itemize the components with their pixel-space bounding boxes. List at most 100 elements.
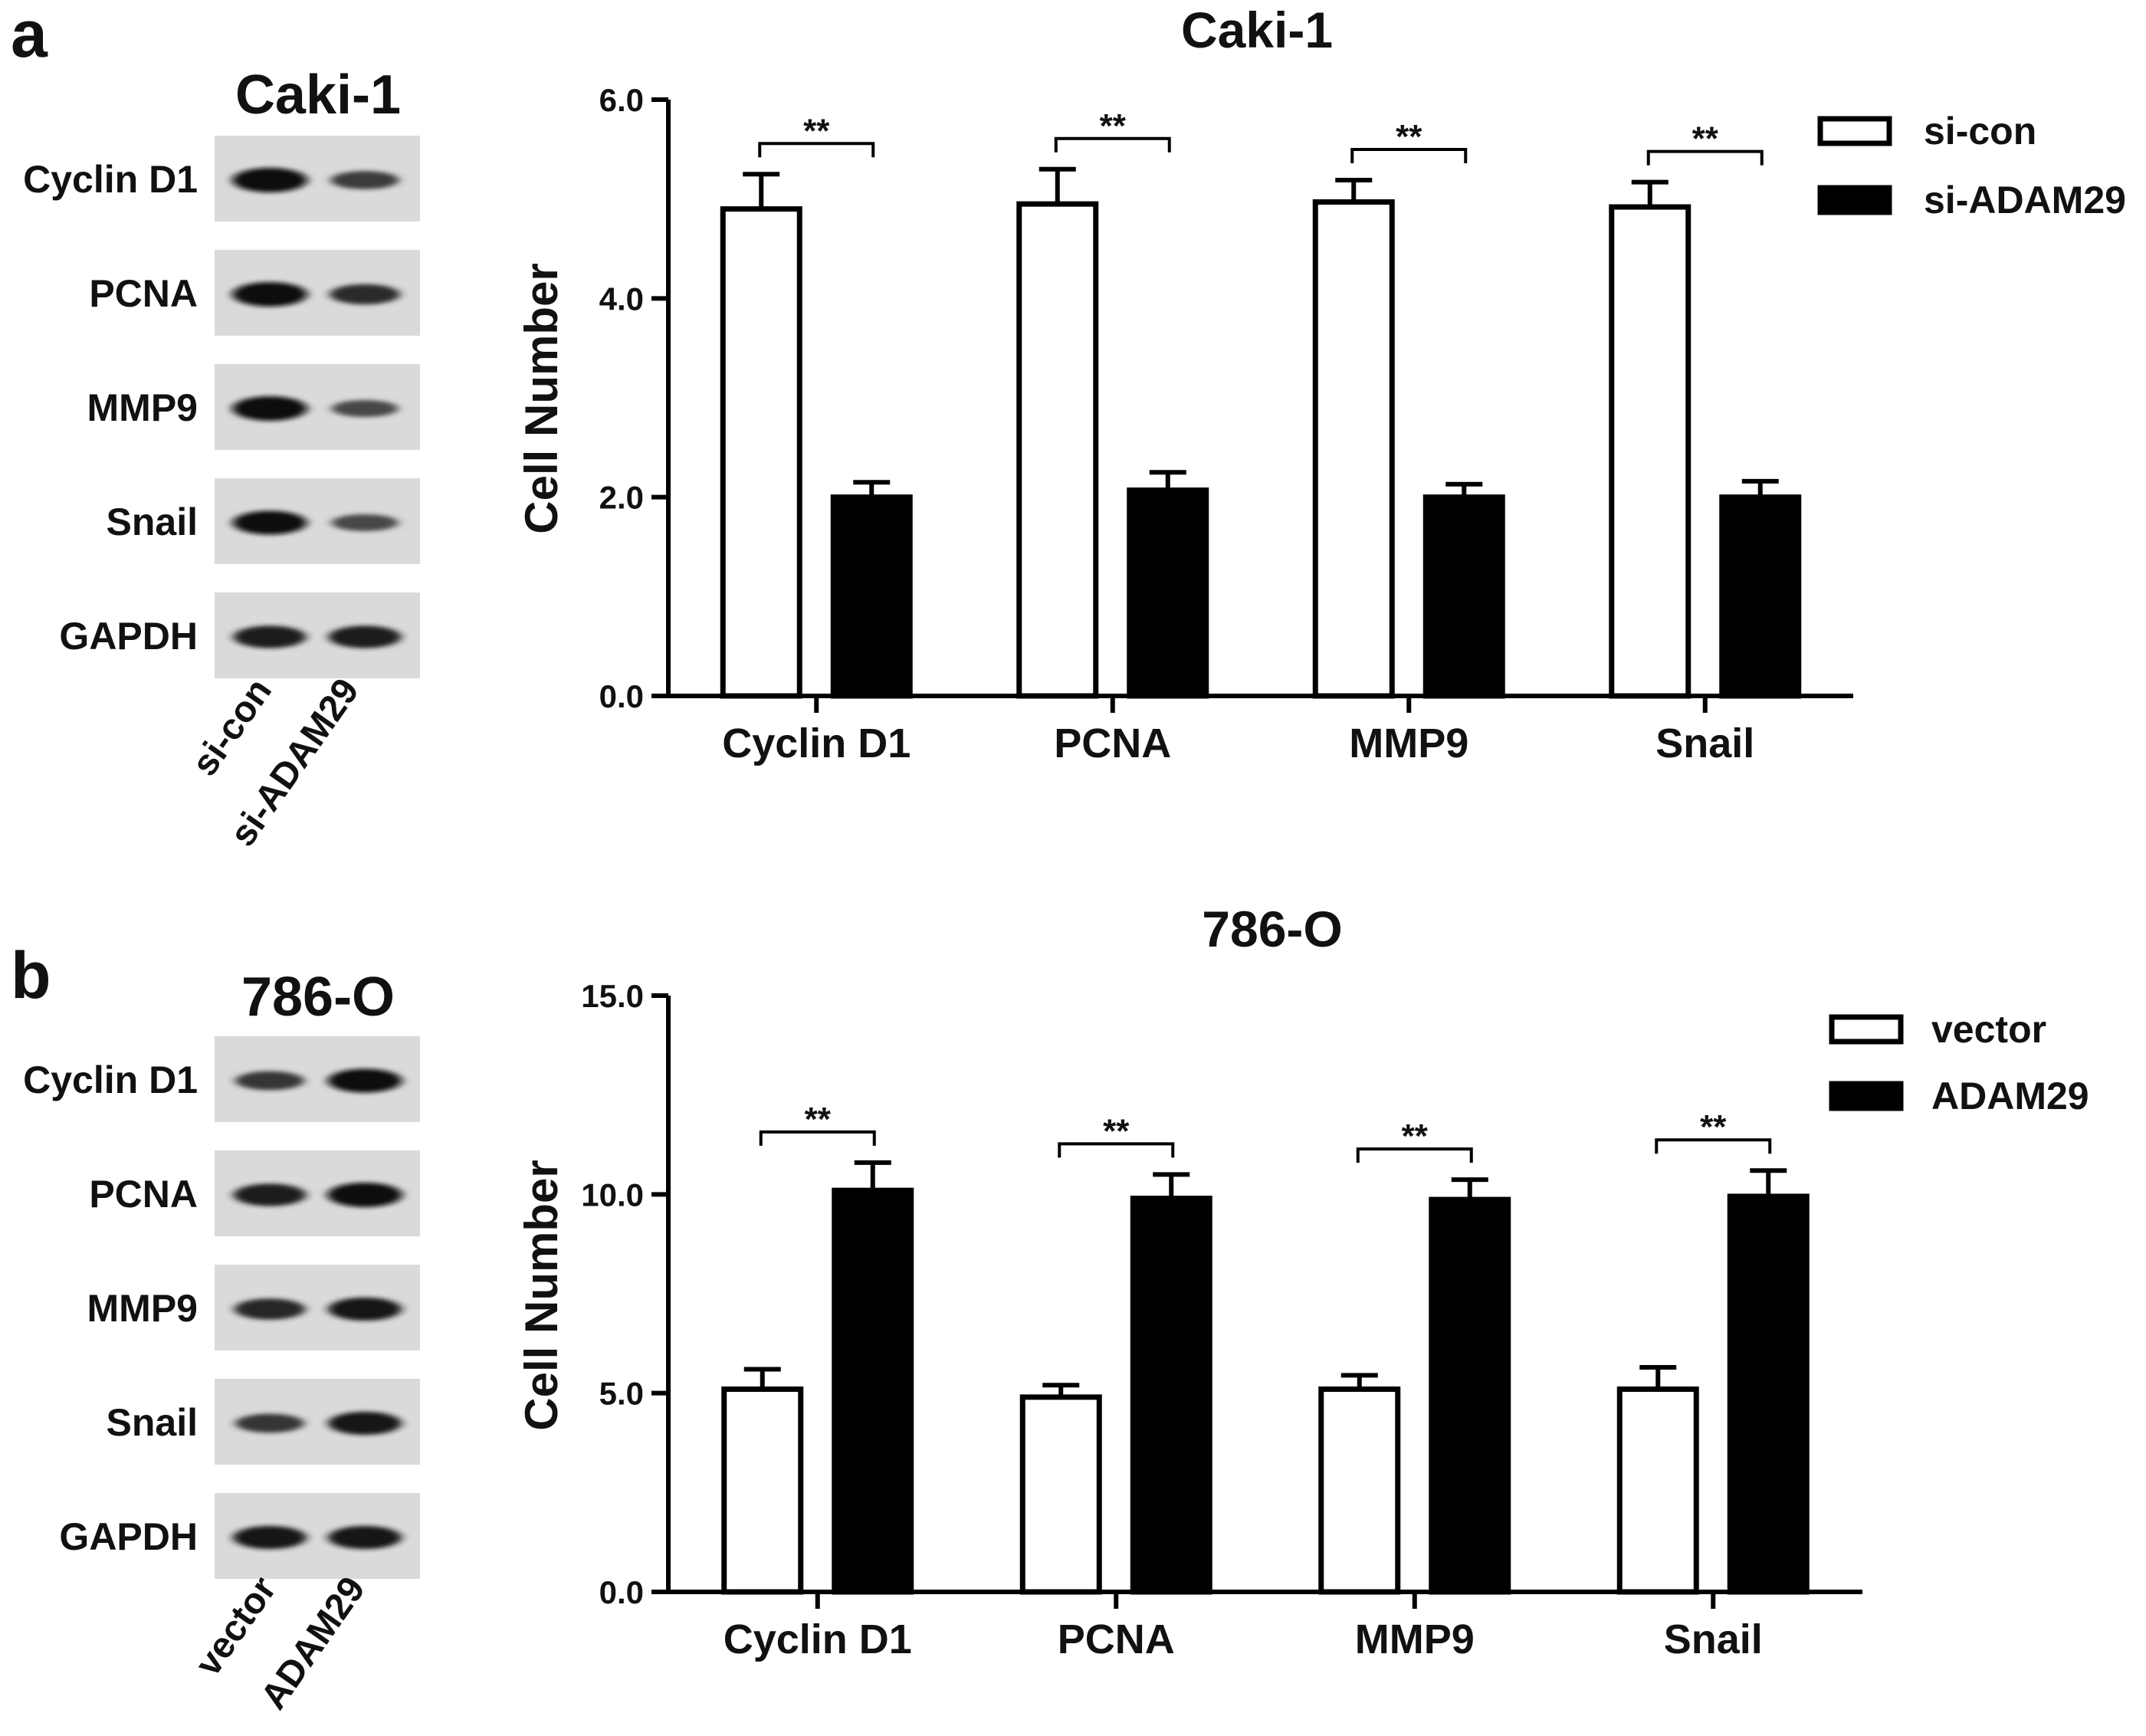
blot-band-b-2-1	[328, 1297, 402, 1321]
bar-b-1-1	[1130, 1196, 1212, 1595]
sig-label-a-0: **	[803, 112, 830, 149]
y-tick-label-a-3: 6.0	[599, 82, 644, 118]
bar-b-1-0	[832, 1187, 914, 1595]
chart-plot-b: 0.0 5.0 10.0 15.0 Cyclin D1 ** PCNA ** MMP9 ** Sna…	[581, 978, 1862, 1662]
panel-a: a Caki-1 Cyclin D1 PCNA MMP9 Snail GAPDH si-…	[11, 0, 2126, 854]
blot-band-a-0-1	[330, 171, 399, 189]
blot-row-b-0: Cyclin D1	[23, 1036, 420, 1122]
y-tick-label-a-1: 2.0	[599, 480, 644, 516]
blot-label-a-0: Cyclin D1	[23, 158, 198, 201]
category-label-a-0: Cyclin D1	[722, 720, 911, 766]
bar-chart-a: Caki-1 Cell Number 0.0 2.0 4.0 6.0 Cyclin D1…	[516, 2, 2126, 766]
y-tick-label-b-0: 0.0	[599, 1574, 644, 1610]
blot-band-b-0-1	[327, 1068, 402, 1093]
bar-a-0-2	[1312, 199, 1395, 699]
sig-bracket-b-1	[1058, 1142, 1175, 1158]
blot-row-a-4: GAPDH	[59, 592, 420, 678]
blot-label-b-0: Cyclin D1	[23, 1058, 198, 1101]
sig-bracket-b-3	[1655, 1138, 1772, 1154]
sig-label-b-0: **	[805, 1101, 832, 1138]
legend-b: vector ADAM29	[1829, 1008, 2089, 1117]
blot-band-b-0-0	[235, 1071, 304, 1091]
y-tick-label-a-2: 4.0	[599, 281, 644, 317]
y-tick-label-b-2: 10.0	[581, 1176, 644, 1213]
western-blot-b: 786-O Cyclin D1 PCNA MMP9 Snail GAPDH vector…	[23, 966, 420, 1717]
blot-band-a-2-0	[232, 396, 307, 421]
sig-label-b-2: **	[1402, 1117, 1429, 1155]
y-axis-title-b: Cell Number	[516, 1160, 567, 1430]
bar-a-1-0	[830, 494, 913, 699]
blot-band-a-3-0	[232, 510, 307, 535]
legend-swatch-a-0	[1817, 116, 1892, 146]
bar-chart-b: 786-O Cell Number 0.0 5.0 10.0 15.0 Cyclin D…	[516, 901, 2089, 1662]
panel-b: b 786-O Cyclin D1 PCNA MMP9 Snail GAPDH vect…	[11, 901, 2089, 1717]
blot-band-a-3-1	[331, 514, 399, 532]
blot-label-a-3: Snail	[107, 500, 198, 543]
panel-letter-a: a	[11, 0, 48, 71]
bar-b-0-1	[1019, 1394, 1102, 1595]
legend-label-a-0: si-con	[1924, 110, 2036, 153]
sig-label-b-3: **	[1700, 1108, 1727, 1146]
bar-a-0-3	[1609, 204, 1692, 699]
y-tick-label-a-0: 0.0	[599, 678, 644, 714]
y-tick-label-b-3: 15.0	[581, 978, 644, 1014]
bar-b-0-3	[1616, 1386, 1699, 1595]
lane-label-b-0: vector	[188, 1570, 284, 1683]
category-label-b-1: PCNA	[1058, 1616, 1175, 1662]
sig-bracket-a-2	[1350, 148, 1468, 164]
bar-b-1-2	[1429, 1196, 1511, 1595]
blot-label-b-3: Snail	[107, 1401, 198, 1444]
bar-b-0-0	[721, 1386, 804, 1595]
category-label-b-0: Cyclin D1	[724, 1616, 912, 1662]
blot-row-b-3: Snail	[107, 1379, 420, 1465]
legend-label-b-1: ADAM29	[1931, 1075, 2089, 1117]
blot-band-a-1-1	[330, 284, 400, 305]
blot-label-b-2: MMP9	[87, 1287, 198, 1330]
blot-band-a-2-1	[331, 399, 399, 418]
blot-title-a: Caki-1	[235, 64, 401, 126]
blot-row-a-3: Snail	[107, 478, 420, 564]
y-axis-title-a: Cell Number	[516, 263, 567, 533]
blot-title-b: 786-O	[241, 966, 395, 1028]
chart-title-a: Caki-1	[1181, 2, 1333, 58]
blot-band-a-0-0	[232, 168, 307, 192]
blot-band-b-1-0	[233, 1183, 307, 1206]
blot-label-a-2: MMP9	[87, 386, 198, 429]
chart-plot-a: 0.0 2.0 4.0 6.0 Cyclin D1 ** PCNA ** MMP9 ** Snail…	[599, 82, 1853, 766]
blot-rows-a: Cyclin D1 PCNA MMP9 Snail GAPDH	[23, 136, 420, 678]
sig-bracket-b-2	[1356, 1147, 1473, 1163]
sig-label-a-3: **	[1692, 120, 1719, 158]
bar-a-0-0	[720, 206, 802, 699]
blot-band-b-3-0	[235, 1413, 304, 1433]
sig-bracket-a-1	[1054, 136, 1171, 153]
bar-b-1-3	[1727, 1193, 1810, 1595]
blot-label-a-4: GAPDH	[59, 615, 198, 658]
sig-bracket-b-0	[759, 1130, 876, 1146]
blot-band-b-2-0	[234, 1298, 306, 1320]
lane-label-a-0: si-con	[185, 671, 280, 783]
category-label-a-3: Snail	[1655, 720, 1754, 766]
bar-a-1-3	[1719, 494, 1802, 699]
blot-row-b-4: GAPDH	[59, 1493, 420, 1579]
sig-bracket-a-3	[1646, 149, 1764, 166]
blot-band-b-4-1	[328, 1525, 402, 1550]
sig-label-a-2: **	[1396, 118, 1422, 156]
blot-row-b-1: PCNA	[89, 1150, 420, 1236]
category-label-a-1: PCNA	[1054, 720, 1171, 766]
blot-row-a-0: Cyclin D1	[23, 136, 420, 222]
bar-a-1-2	[1422, 494, 1505, 699]
category-label-a-2: MMP9	[1349, 720, 1468, 766]
category-label-b-3: Snail	[1664, 1616, 1763, 1662]
western-blot-a: Caki-1 Cyclin D1 PCNA MMP9 Snail GAPDH si-co…	[23, 64, 420, 854]
blot-row-b-2: MMP9	[87, 1265, 420, 1350]
legend-swatch-a-1	[1817, 185, 1892, 215]
bar-a-0-1	[1016, 201, 1099, 699]
sig-label-a-1: **	[1100, 107, 1127, 145]
blot-row-a-1: PCNA	[89, 250, 420, 336]
legend-swatch-b-1	[1829, 1081, 1904, 1111]
blot-band-a-1-0	[232, 282, 307, 307]
blot-row-a-2: MMP9	[87, 364, 420, 450]
legend-label-a-1: si-ADAM29	[1924, 179, 2126, 222]
legend-label-b-0: vector	[1931, 1008, 2046, 1051]
